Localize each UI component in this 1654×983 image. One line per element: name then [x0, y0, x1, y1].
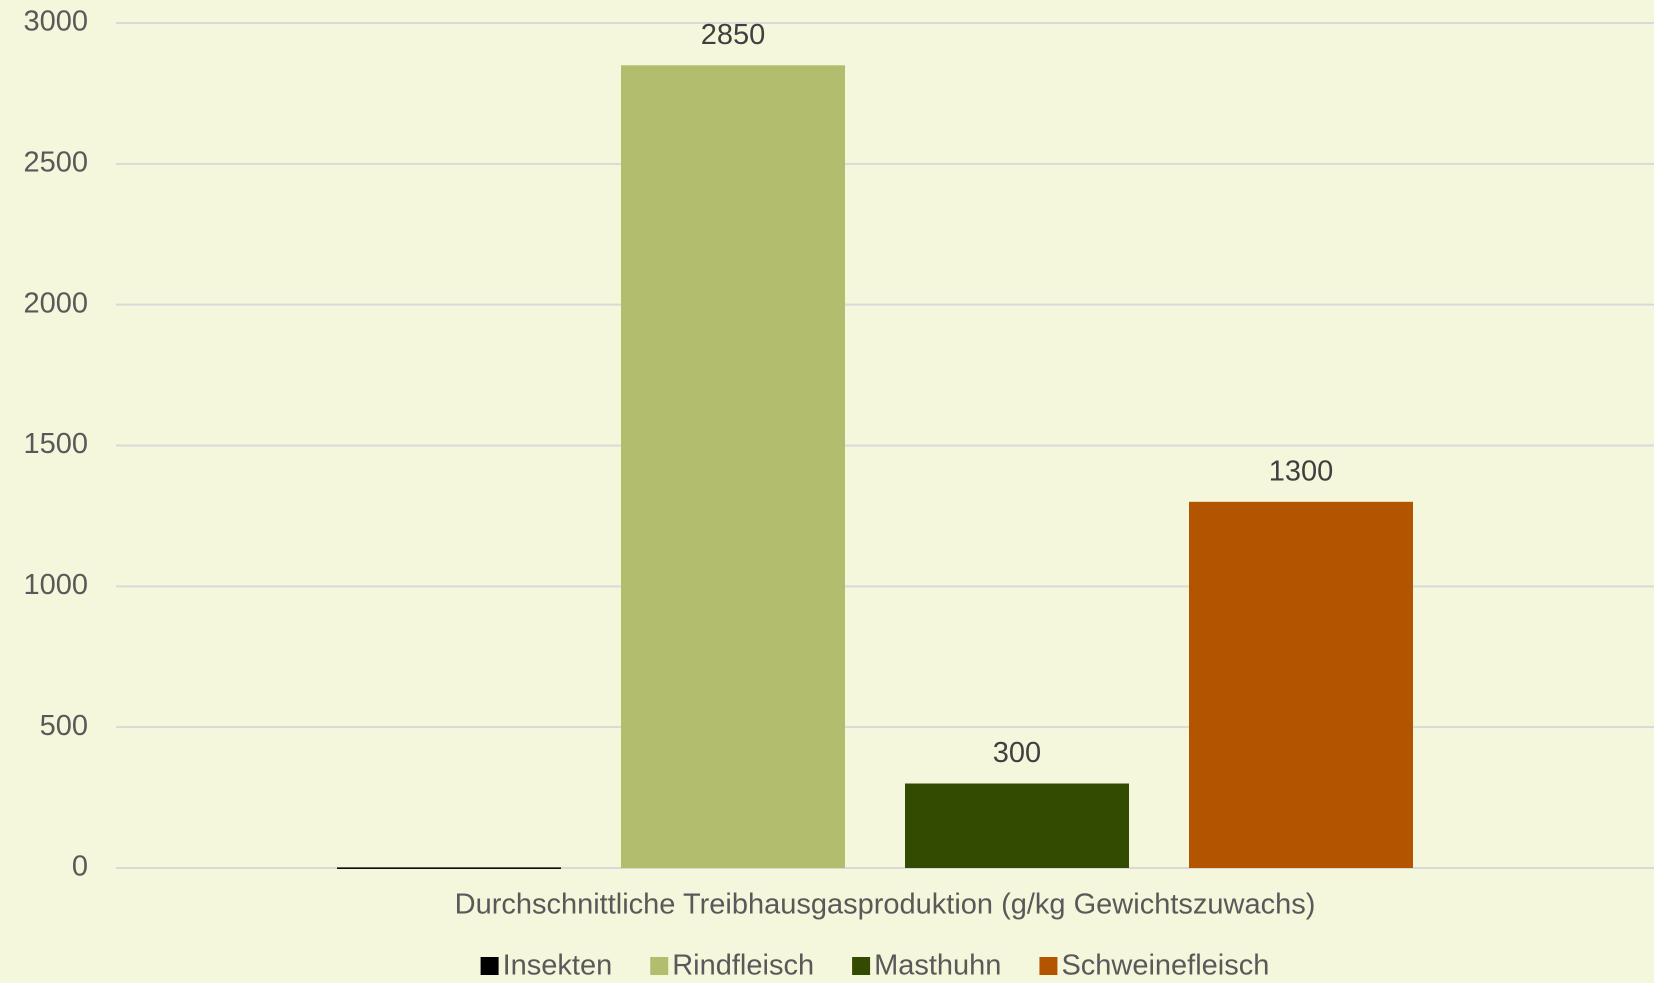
legend-swatch — [852, 957, 871, 975]
bar — [337, 867, 561, 869]
data-label: 2850 — [701, 19, 766, 51]
y-tick-label: 1000 — [23, 569, 88, 601]
bar — [905, 783, 1129, 868]
legend-swatch — [650, 957, 669, 975]
legend-label: Masthuhn — [874, 950, 1001, 982]
legend-swatch — [480, 957, 499, 975]
x-tick-label: Durchschnittliche Treibhausgasproduktion… — [455, 889, 1316, 921]
data-label: 1300 — [1269, 455, 1334, 487]
legend-label: Insekten — [503, 950, 613, 982]
bar — [621, 65, 845, 868]
y-tick-label: 3000 — [23, 6, 88, 38]
y-tick-label: 2000 — [23, 287, 88, 319]
legend-swatch — [1039, 957, 1058, 975]
data-label: 300 — [993, 737, 1041, 769]
legend-label: Schweinefleisch — [1061, 950, 1269, 982]
y-tick-label: 500 — [40, 710, 88, 742]
bar — [1189, 501, 1413, 868]
y-tick-label: 0 — [72, 851, 88, 883]
y-tick-label: 1500 — [23, 428, 88, 460]
legend-label: Rindfleisch — [672, 950, 814, 982]
y-tick-label: 2500 — [23, 146, 88, 178]
